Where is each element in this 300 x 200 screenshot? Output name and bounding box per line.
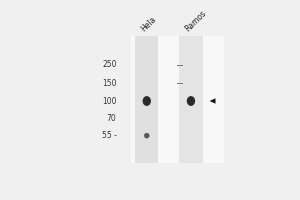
FancyBboxPatch shape: [130, 36, 224, 163]
FancyBboxPatch shape: [135, 36, 158, 163]
Text: Ramos: Ramos: [183, 8, 208, 33]
Ellipse shape: [142, 96, 151, 106]
Text: Hela: Hela: [139, 15, 158, 33]
Ellipse shape: [144, 133, 150, 138]
Text: 250: 250: [102, 60, 117, 69]
Ellipse shape: [187, 96, 195, 106]
Text: 55 -: 55 -: [102, 131, 117, 140]
Polygon shape: [210, 98, 215, 104]
Text: 150: 150: [102, 79, 117, 88]
Text: 100: 100: [102, 97, 117, 106]
Text: 70: 70: [107, 114, 117, 123]
FancyBboxPatch shape: [179, 36, 203, 163]
